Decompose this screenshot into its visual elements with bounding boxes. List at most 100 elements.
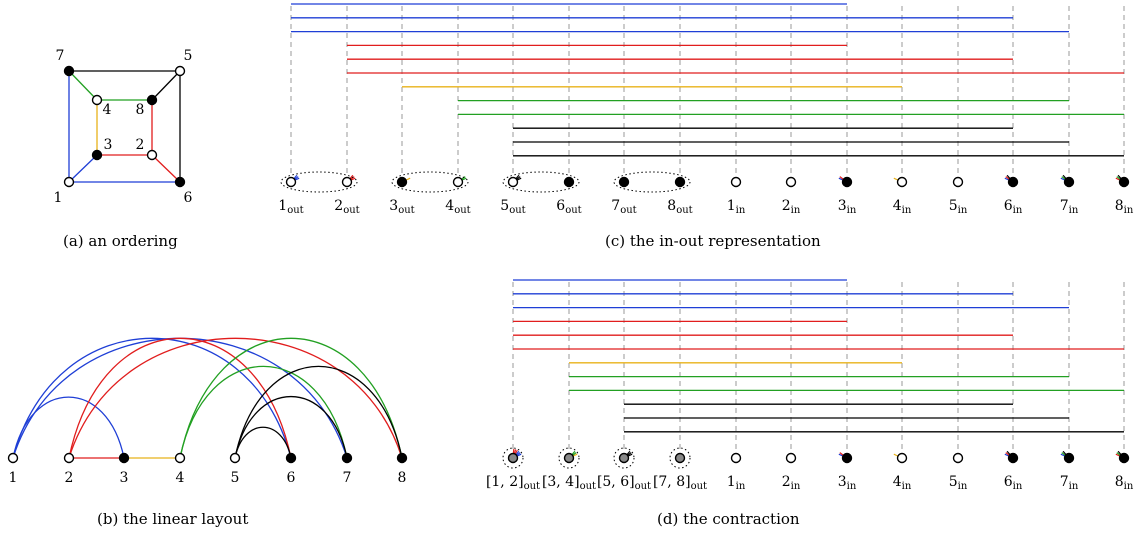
panel-c-caption: (c) the in-out representation: [605, 232, 821, 250]
arc-1-3: [12, 396, 125, 459]
vertex-label-2: 2: [136, 137, 145, 153]
vertex-4: [174, 452, 186, 464]
node-label-6: 7out: [611, 198, 636, 216]
vertex-label-1: 1: [54, 190, 63, 206]
vertex-label-8: 8: [398, 470, 407, 486]
vertex-3: [118, 452, 130, 464]
panel-c-guides: [290, 6, 1125, 176]
vertex-label-4: 4: [176, 470, 185, 486]
pair-ellipse-1: [391, 171, 469, 193]
node-label-10: 3in: [838, 198, 857, 216]
vertex-7: [341, 452, 353, 464]
node-label-6: 3in: [838, 474, 857, 492]
node-label-15: 8in: [1115, 198, 1134, 216]
panel-d-node-labels: [1, 2]out [3, 4]out [5, 6]out [7, 8]out 1in 2…: [486, 474, 1134, 492]
node-out-5: [563, 176, 575, 188]
node-in-4: [730, 452, 742, 464]
node-in-5: [785, 452, 797, 464]
node-label-2: [5, 6]out: [597, 474, 651, 492]
node-out-6: [618, 176, 630, 188]
vertex-label-6: 6: [184, 190, 193, 206]
vertex-label-6: 6: [287, 470, 296, 486]
node-in-13: [1007, 176, 1019, 188]
node-label-13: 6in: [1004, 198, 1023, 216]
panel-a-vertex-labels: 1 2 3 4 5 6 7 8: [54, 48, 193, 206]
node-out-2: [618, 452, 630, 464]
node-label-9: 6in: [1004, 474, 1023, 492]
group-ring-0: [502, 447, 524, 469]
arc-2-6: [68, 337, 292, 459]
panel-c-nodes: [285, 176, 1130, 188]
node-out-0: [285, 176, 297, 188]
vertex-4: [91, 94, 103, 106]
node-label-5: 2in: [782, 474, 801, 492]
node-in-10: [841, 176, 853, 188]
node-out-7: [674, 176, 686, 188]
arc-1-6: [12, 337, 292, 459]
vertex-label-8: 8: [136, 102, 145, 118]
node-label-5: 6out: [556, 198, 581, 216]
panel-b-linear-layout: 1 2 3 4 5 6 7 8 (b) the linear layout: [7, 337, 408, 528]
panel-c-node-labels: 1out 2out 3out 4out 5out 6out 7out 8out 1in 2in 3i…: [278, 198, 1134, 216]
node-label-2: 3out: [389, 198, 414, 216]
node-label-12: 5in: [949, 198, 968, 216]
vertex-label-3: 3: [120, 470, 129, 486]
edge-2-6: [151, 154, 181, 183]
node-label-9: 2in: [782, 198, 801, 216]
node-in-8: [730, 176, 742, 188]
vertex-label-3: 3: [104, 137, 113, 153]
panel-d-caption: (d) the contraction: [657, 510, 800, 528]
group-ring-2: [613, 447, 635, 469]
node-out-3: [674, 452, 686, 464]
node-out-4: [507, 176, 519, 188]
arc-1-7: [12, 337, 348, 459]
node-out-1: [563, 452, 575, 464]
pair-ellipse-0: [280, 171, 358, 193]
vertex-5: [174, 65, 186, 77]
node-in-15: [1118, 176, 1130, 188]
node-label-11: 4in: [893, 198, 912, 216]
panel-d-guides: [512, 282, 1125, 452]
pair-ellipse-3: [613, 171, 691, 193]
node-out-0: [507, 452, 519, 464]
arc-4-8: [179, 337, 403, 459]
vertex-label-4: 4: [103, 102, 112, 118]
node-in-8: [952, 452, 964, 464]
vertex-6: [174, 176, 186, 188]
vertex-3: [91, 149, 103, 161]
arc-4-7: [179, 365, 348, 459]
node-label-8: 1in: [727, 198, 746, 216]
vertex-label-7: 7: [56, 48, 65, 64]
panel-a-ordering: 1 2 3 4 5 6 7 8 (a) an ordering: [54, 48, 193, 250]
node-label-0: [1, 2]out: [486, 474, 540, 492]
node-label-11: 8in: [1115, 474, 1134, 492]
vertex-label-7: 7: [343, 470, 352, 486]
arc-5-8: [234, 365, 403, 459]
node-label-8: 5in: [949, 474, 968, 492]
node-label-4: 5out: [500, 198, 525, 216]
node-label-14: 7in: [1060, 198, 1079, 216]
node-label-7: 4in: [893, 474, 912, 492]
vertex-6: [285, 452, 297, 464]
panel-d-node-groupings: [502, 447, 691, 469]
node-label-0: 1out: [278, 198, 303, 216]
node-in-9: [785, 176, 797, 188]
node-in-11: [896, 176, 908, 188]
node-out-3: [452, 176, 464, 188]
panel-d-nodes: [507, 452, 1130, 464]
node-label-3: 4out: [445, 198, 470, 216]
panel-a-vertices: [63, 65, 186, 188]
node-label-1: [3, 4]out: [542, 474, 596, 492]
vertex-2: [63, 452, 75, 464]
vertex-label-5: 5: [184, 48, 193, 64]
node-in-10: [1063, 452, 1075, 464]
node-label-10: 7in: [1060, 474, 1079, 492]
node-label-1: 2out: [334, 198, 359, 216]
panel-c-in-out-representation: 1out 2out 3out 4out 5out 6out 7out 8out 1in 2in 3i…: [278, 3, 1134, 250]
group-ring-3: [669, 447, 691, 469]
panel-d-lines: [512, 279, 1125, 459]
vertex-7: [63, 65, 75, 77]
edge-1-3: [68, 154, 98, 183]
panel-b-vertex-labels: 1 2 3 4 5 6 7 8: [9, 470, 407, 486]
